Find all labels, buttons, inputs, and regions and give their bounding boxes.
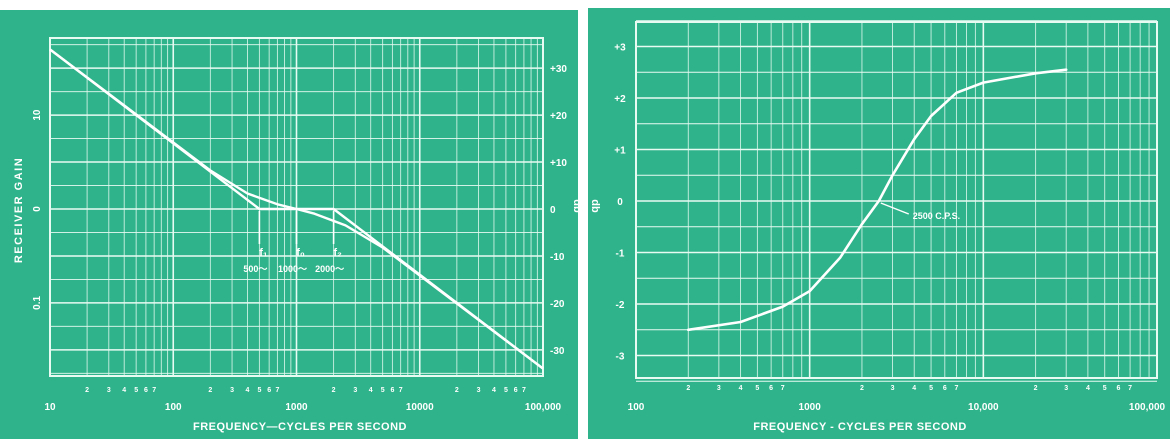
y-tick-label: +1 bbox=[614, 146, 626, 157]
x-minor-tick-label: 5 bbox=[257, 387, 261, 394]
x-minor-tick-label: 4 bbox=[1086, 385, 1090, 392]
x-minor-tick-label: 3 bbox=[353, 387, 357, 394]
x-tick-label: 1000 bbox=[799, 402, 822, 413]
x-axis-title: FREQUENCY - CYCLES PER SECOND bbox=[753, 421, 967, 433]
y-tick-label: -3 bbox=[616, 352, 625, 363]
x-minor-tick-label: 6 bbox=[1117, 385, 1121, 392]
panel-divider bbox=[578, 0, 588, 439]
y-tick-label: +2 bbox=[614, 94, 626, 105]
x-minor-tick-label: 2 bbox=[686, 385, 690, 392]
x-minor-tick-label: 7 bbox=[954, 385, 958, 392]
x-minor-tick-label: 2 bbox=[208, 387, 212, 394]
x-tick-label: 10 bbox=[44, 402, 56, 413]
y-tick-label: +3 bbox=[614, 43, 626, 54]
x-tick-label: 10000 bbox=[406, 402, 434, 413]
annotation-label: 2500 C.P.S. bbox=[913, 211, 960, 221]
y-right-tick-label: +30 bbox=[550, 64, 567, 75]
right-panel bbox=[588, 8, 1170, 439]
frequency-marker-value: 2000〜 bbox=[315, 264, 344, 274]
x-minor-tick-label: 6 bbox=[390, 387, 394, 394]
x-minor-tick-label: 4 bbox=[369, 387, 373, 394]
y-right-tick-label: -10 bbox=[550, 252, 565, 263]
plot-frame bbox=[49, 37, 544, 377]
x-minor-tick-label: 4 bbox=[492, 387, 496, 394]
x-minor-tick-label: 5 bbox=[504, 387, 508, 394]
x-minor-tick-label: 7 bbox=[152, 387, 156, 394]
x-tick-label: 100,000 bbox=[525, 402, 562, 413]
x-minor-tick-label: 5 bbox=[1103, 385, 1107, 392]
x-minor-tick-label: 2 bbox=[860, 385, 864, 392]
response-curve bbox=[687, 68, 1068, 332]
x-minor-tick-label: 6 bbox=[144, 387, 148, 394]
frequency-marker-label: f₂ bbox=[333, 247, 342, 259]
y-right-tick-label: -30 bbox=[550, 346, 565, 357]
x-minor-tick-label: 7 bbox=[275, 387, 279, 394]
y-left-tick-label: 10 bbox=[32, 109, 43, 121]
left-panel bbox=[0, 10, 578, 439]
x-minor-tick-label: 2 bbox=[85, 387, 89, 394]
x-minor-tick-label: 7 bbox=[522, 387, 526, 394]
x-minor-tick-label: 2 bbox=[1034, 385, 1038, 392]
y2-axis-title: db bbox=[589, 199, 601, 213]
x-minor-tick-label: 3 bbox=[107, 387, 111, 394]
x-minor-tick-label: 4 bbox=[739, 385, 743, 392]
x-minor-tick-label: 3 bbox=[477, 387, 481, 394]
x-minor-tick-label: 3 bbox=[891, 385, 895, 392]
x-minor-tick-label: 7 bbox=[1128, 385, 1132, 392]
y-right-tick-label: +20 bbox=[550, 111, 567, 122]
x-minor-tick-label: 6 bbox=[769, 385, 773, 392]
x-minor-tick-label: 7 bbox=[399, 387, 403, 394]
x-tick-label: 1000 bbox=[285, 402, 308, 413]
x-tick-label: 10,000 bbox=[968, 402, 999, 413]
x-minor-tick-label: 2 bbox=[455, 387, 459, 394]
x-tick-label: 100 bbox=[628, 402, 645, 413]
y-right-tick-label: 0 bbox=[550, 205, 556, 216]
x-minor-tick-label: 6 bbox=[514, 387, 518, 394]
x-axis-title: FREQUENCY—CYCLES PER SECOND bbox=[193, 421, 407, 433]
frequency-marker-label: f₀ bbox=[296, 247, 305, 259]
x-minor-tick-label: 3 bbox=[230, 387, 234, 394]
y-right-tick-label: -20 bbox=[550, 299, 565, 310]
x-minor-tick-label: 7 bbox=[781, 385, 785, 392]
response-curve bbox=[49, 48, 544, 370]
y-axis-title: RECEIVER GAIN bbox=[13, 157, 25, 263]
annotation-leader bbox=[880, 202, 910, 215]
y-left-tick-label: 0 bbox=[32, 206, 43, 212]
y-tick-label: 0 bbox=[617, 197, 623, 208]
x-minor-tick-label: 5 bbox=[134, 387, 138, 394]
frequency-marker-value: 1000〜 bbox=[278, 264, 307, 274]
x-minor-tick-label: 4 bbox=[912, 385, 916, 392]
y-tick-label: -2 bbox=[616, 300, 625, 311]
frequency-marker-label: f₁ bbox=[259, 247, 268, 259]
frequency-marker-value: 500〜 bbox=[243, 264, 267, 274]
plot-frame bbox=[635, 21, 1158, 379]
y-right-tick-label: +10 bbox=[550, 158, 567, 169]
x-minor-tick-label: 4 bbox=[122, 387, 126, 394]
x-minor-tick-label: 3 bbox=[1064, 385, 1068, 392]
x-tick-label: 100 bbox=[165, 402, 182, 413]
x-minor-tick-label: 5 bbox=[929, 385, 933, 392]
x-minor-tick-label: 5 bbox=[755, 385, 759, 392]
x-minor-tick-label: 2 bbox=[332, 387, 336, 394]
x-minor-tick-label: 3 bbox=[717, 385, 721, 392]
x-minor-tick-label: 5 bbox=[381, 387, 385, 394]
x-minor-tick-label: 6 bbox=[267, 387, 271, 394]
x-minor-tick-label: 4 bbox=[246, 387, 250, 394]
x-tick-label: 100,000 bbox=[1129, 402, 1166, 413]
x-minor-tick-label: 6 bbox=[943, 385, 947, 392]
y-tick-label: -1 bbox=[616, 249, 625, 260]
y-left-tick-label: 0.1 bbox=[32, 296, 43, 310]
